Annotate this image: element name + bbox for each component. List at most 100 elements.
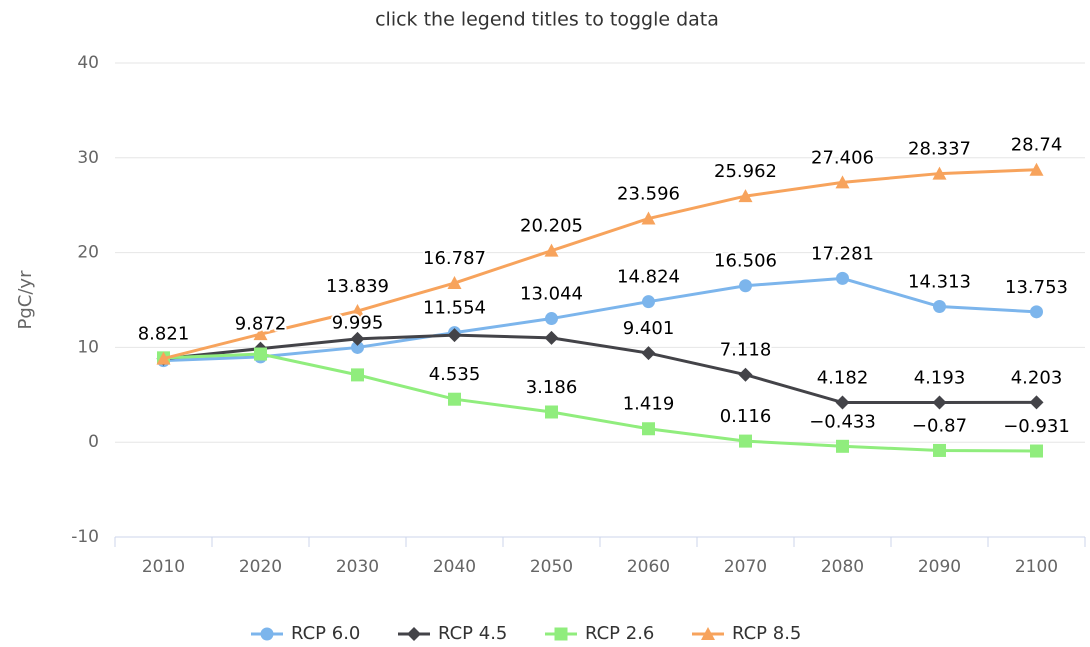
data-label: −0.87 [912,415,967,436]
point [545,312,558,326]
point [641,346,656,361]
chart-subtitle: click the legend titles to toggle data [375,9,719,31]
x-tick-label: 2090 [918,557,961,577]
point [447,328,462,343]
legend-item[interactable]: RCP 8.5 [692,623,801,644]
x-tick-label: 2010 [142,557,185,577]
point [835,395,850,410]
point [933,443,946,457]
point [544,243,559,257]
legend-label[interactable]: RCP 4.5 [438,623,507,644]
point [253,327,268,341]
series-line [163,352,1037,453]
data-label: 28.337 [908,139,971,160]
series [156,162,1044,365]
data-label: 13.753 [1005,277,1068,298]
x-tick-label: 2060 [627,557,670,577]
data-label: 16.787 [423,248,486,269]
point [351,340,364,354]
data-label: 7.118 [720,340,772,361]
point [836,271,849,285]
point [835,175,850,189]
point [932,166,947,180]
legend-item[interactable]: RCP 2.6 [545,623,654,644]
legend-symbol [701,627,715,640]
point [933,300,946,314]
data-label: 28.74 [1011,135,1063,156]
x-tick-label: 2070 [724,557,767,577]
legend-label[interactable]: RCP 8.5 [732,623,801,644]
data-label: 17.281 [811,243,874,264]
point [738,367,753,382]
point [642,295,655,309]
series [157,347,1043,458]
point [351,368,364,382]
data-label: 13.839 [326,276,389,297]
data-label: −0.433 [809,411,876,432]
point [447,276,462,290]
point [544,330,559,345]
point [1030,305,1043,319]
point [836,439,849,453]
data-label: 27.406 [811,147,874,168]
legend-symbol [554,627,568,641]
point [448,392,461,406]
y-tick-label: 30 [77,148,99,168]
point [738,189,753,203]
data-label: 9.872 [235,314,287,335]
series-line [163,333,1037,405]
x-tick-label: 2030 [336,557,379,577]
x-tick-label: 2040 [433,557,476,577]
legend-label[interactable]: RCP 2.6 [585,623,654,644]
y-tick-label: 10 [77,337,99,357]
data-label: 9.401 [623,318,675,339]
data-label: 11.554 [423,298,486,319]
data-label: 16.506 [714,251,777,272]
data-label: 14.824 [617,267,680,288]
point [1029,162,1044,176]
point [1030,444,1043,458]
series-line [163,168,1037,361]
point [254,347,267,361]
data-label: −0.931 [1003,416,1070,437]
data-label: 4.182 [817,368,869,389]
legend-label[interactable]: RCP 6.0 [291,623,360,644]
data-label: 9.995 [332,312,384,333]
y-axis-label: PgC/yr [15,270,36,330]
y-tick-label: 0 [88,432,99,452]
data-label: 23.596 [617,184,680,205]
y-tick-label: -10 [71,527,99,547]
legend-item[interactable]: RCP 4.5 [398,623,507,644]
point [1029,395,1044,410]
point [350,304,365,318]
legend-symbol [407,627,421,641]
data-label: 3.186 [526,377,578,398]
data-label: 4.203 [1011,367,1063,388]
series-line [163,276,1037,363]
data-label: 1.419 [623,394,675,415]
point [350,331,365,346]
y-tick-label: 20 [77,243,99,263]
x-tick-label: 2080 [821,557,864,577]
data-label: 0.116 [720,406,772,427]
data-label: 14.313 [908,272,971,293]
point [641,211,656,225]
data-label: 4.535 [429,364,481,385]
point [739,434,752,448]
data-label: 8.821 [138,324,190,345]
x-tick-label: 2050 [530,557,573,577]
x-tick-label: 2020 [239,557,282,577]
data-label: 13.044 [520,284,583,305]
data-label: 25.962 [714,161,777,182]
data-label: 4.193 [914,367,966,388]
data-label: 20.205 [520,216,583,237]
y-tick-label: 40 [77,53,99,73]
point [739,279,752,293]
point [642,422,655,436]
series [156,328,1044,410]
point [156,351,171,365]
x-tick-label: 2100 [1015,557,1058,577]
legend-item[interactable]: RCP 6.0 [251,623,360,644]
point [545,405,558,419]
